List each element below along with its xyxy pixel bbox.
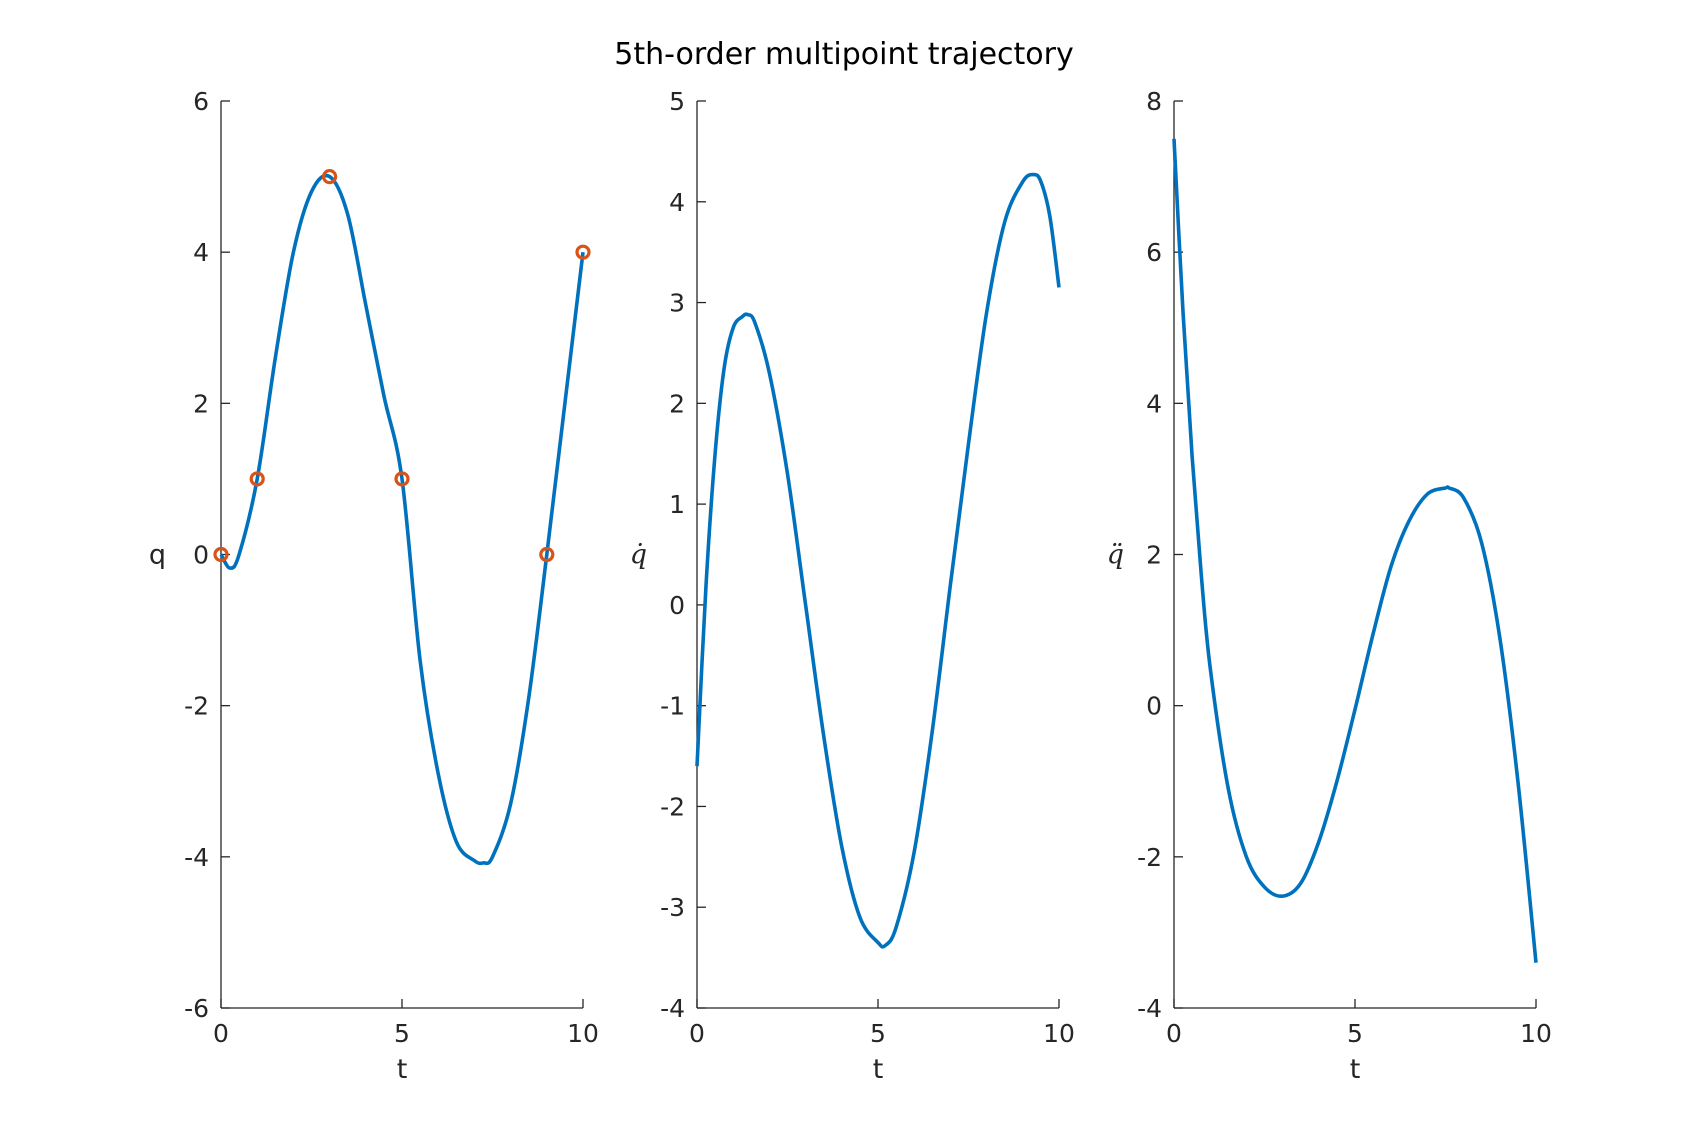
y-tick-label: 3 [669, 289, 685, 318]
y-tick-label: -2 [1137, 843, 1162, 872]
waypoint-marker [539, 546, 555, 563]
subplot-1: -6 -4 -2 0 2 4 6 0 5 10 t q [149, 87, 599, 1085]
x-tick-label: 0 [689, 1019, 705, 1048]
y-axis-label: q̇ [630, 540, 647, 571]
y-tick-label: -6 [184, 994, 209, 1023]
y-tick-label: 2 [669, 389, 685, 418]
waypoint-marker [322, 168, 338, 185]
x-axis-label: t [873, 1054, 884, 1085]
x-tick-label: 5 [1347, 1019, 1363, 1048]
y-tick-label: 0 [193, 541, 209, 570]
y-tick-label: -4 [660, 994, 685, 1023]
y-tick-label: 6 [193, 87, 209, 116]
y-tick-label: -2 [660, 792, 685, 821]
series-line [219, 173, 585, 866]
figure-title: 5th-order multipoint trajectory [614, 37, 1073, 72]
subplot-2: -4 -3 -2 -1 0 1 2 3 4 5 0 5 10 t q̇ [630, 87, 1075, 1085]
waypoint-marker [394, 471, 410, 487]
y-tick-label: -1 [660, 692, 685, 721]
subplot-3: -4 -2 0 2 4 6 8 0 5 10 t q̈ [1107, 87, 1552, 1085]
x-tick-label: 5 [394, 1019, 410, 1048]
x-tick-label: 10 [1520, 1019, 1552, 1048]
waypoint-marker [249, 471, 265, 487]
y-tick-label: 2 [193, 389, 209, 418]
y-tick-label: 2 [1146, 541, 1162, 570]
series-line [1172, 138, 1538, 963]
y-tick-label: 0 [669, 591, 685, 620]
y-tick-label: 4 [669, 188, 685, 217]
x-tick-label: 0 [213, 1019, 229, 1048]
x-tick-label: 5 [870, 1019, 886, 1048]
y-tick-label: 0 [1146, 692, 1162, 721]
x-axis-label: t [1350, 1054, 1361, 1085]
y-tick-label: -2 [184, 692, 209, 721]
y-tick-label: 5 [669, 87, 685, 116]
y-tick-label: 4 [1146, 389, 1162, 418]
y-tick-label: -4 [184, 843, 209, 872]
y-tick-label: 4 [193, 238, 209, 267]
waypoint-marker [213, 546, 229, 563]
series-line [695, 172, 1061, 949]
y-tick-label: -3 [660, 893, 685, 922]
y-tick-label: -4 [1137, 994, 1162, 1023]
y-tick-label: 6 [1146, 238, 1162, 267]
waypoint-marker [575, 244, 591, 260]
x-tick-label: 0 [1166, 1019, 1182, 1048]
x-tick-label: 10 [567, 1019, 599, 1048]
y-axis-label: q̈ [1107, 540, 1124, 571]
y-tick-label: 8 [1146, 87, 1162, 116]
y-tick-label: 1 [669, 490, 685, 519]
x-axis-label: t [397, 1054, 408, 1085]
y-axis-label: q [149, 540, 166, 571]
x-tick-label: 10 [1043, 1019, 1075, 1048]
